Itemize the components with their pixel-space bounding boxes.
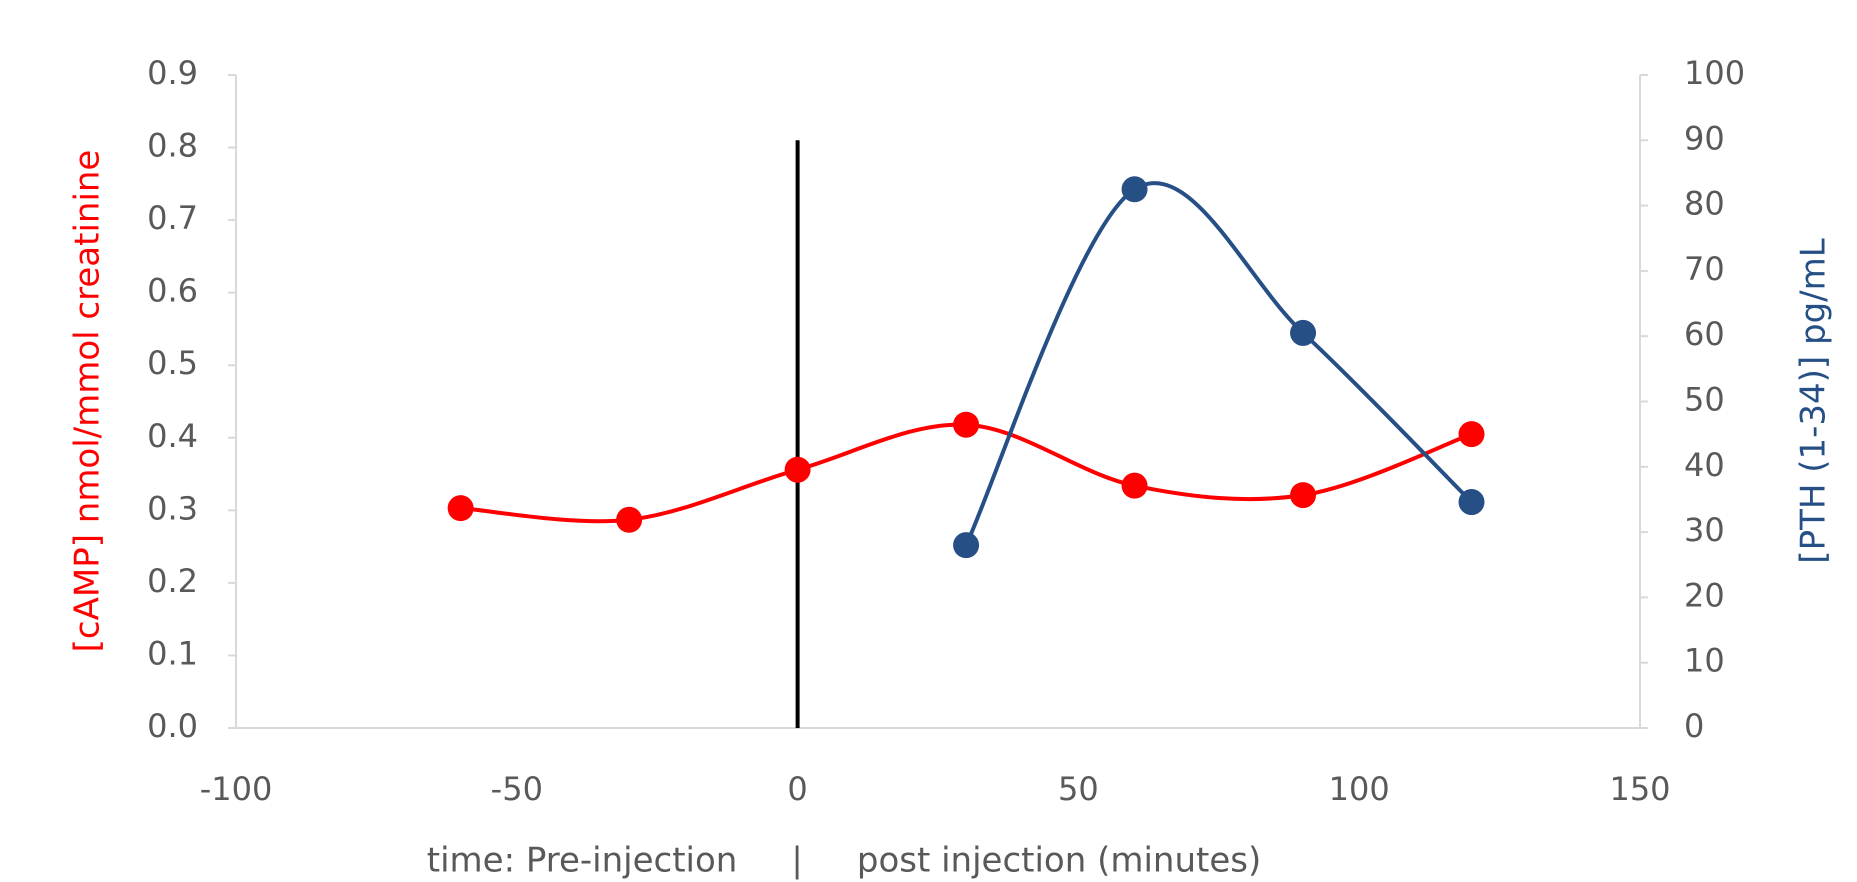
y-tick-label: 0.6 xyxy=(147,272,198,310)
y2-tick-label: 50 xyxy=(1684,381,1725,419)
y-tick-label: 0.9 xyxy=(147,54,198,92)
x-tick-label: 50 xyxy=(1058,770,1099,808)
series-line xyxy=(460,422,1473,524)
data-point xyxy=(1121,176,1148,203)
y2-tick-label: 20 xyxy=(1684,576,1725,614)
y2-tick-label: 30 xyxy=(1684,511,1725,549)
y-tick-label: 0.7 xyxy=(147,199,198,237)
y2-tick-label: 0 xyxy=(1684,707,1704,745)
x-axis-title: time: Pre-injection | post injection (mi… xyxy=(427,841,1262,881)
y2-tick-label: 100 xyxy=(1684,54,1745,92)
data-point xyxy=(616,506,643,533)
y-tick-label: 0.0 xyxy=(147,707,198,745)
y-tick-label: 0.4 xyxy=(147,417,198,455)
data-point xyxy=(447,495,474,522)
y2-tick-label: 90 xyxy=(1684,119,1725,157)
y2-tick-label: 40 xyxy=(1684,446,1725,484)
y2-tick-label: 60 xyxy=(1684,315,1725,353)
y2-tick-label: 70 xyxy=(1684,250,1725,288)
data-point xyxy=(953,532,980,559)
y-tick-label: 0.2 xyxy=(147,562,198,600)
y-tick-label: 0.8 xyxy=(147,127,198,165)
data-point xyxy=(1121,472,1148,499)
data-point xyxy=(1458,489,1485,516)
y-tick-label: 0.1 xyxy=(147,634,198,672)
data-point xyxy=(1290,319,1317,346)
x-tick-label: 0 xyxy=(787,770,807,808)
x-tick-label: -100 xyxy=(200,770,273,808)
y-tick-label: 0.3 xyxy=(147,489,198,527)
x-tick-label: 150 xyxy=(1609,770,1670,808)
data-point xyxy=(953,411,980,438)
y-tick-label: 0.5 xyxy=(147,344,198,382)
y-axis-title: [cAMP] nmol/mmol creatinine xyxy=(68,150,108,653)
y2-tick-label: 10 xyxy=(1684,642,1725,680)
x-tick-label: 100 xyxy=(1329,770,1390,808)
data-point xyxy=(1290,482,1317,509)
y2-axis-title: [PTH (1-34)] pg/mL xyxy=(1794,238,1834,563)
y2-tick-label: 80 xyxy=(1684,185,1725,223)
data-point xyxy=(1458,421,1485,448)
data-point xyxy=(784,456,811,483)
x-tick-label: -50 xyxy=(491,770,543,808)
series-line xyxy=(964,181,1473,547)
